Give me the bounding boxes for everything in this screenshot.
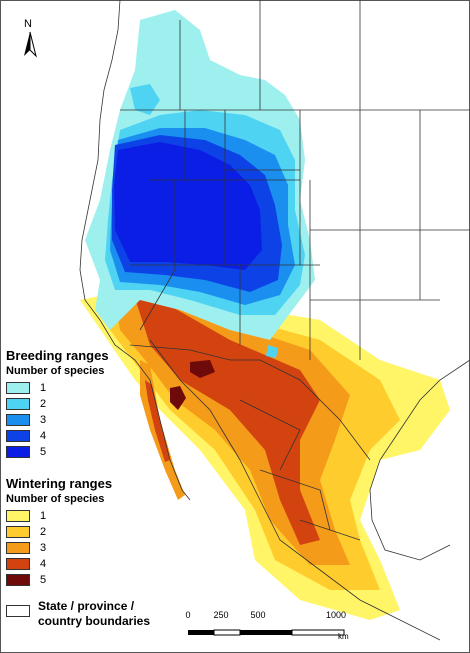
wintering-legend-item: 3 — [6, 540, 112, 556]
boundaries-legend-label: State / province / country boundaries — [38, 599, 150, 629]
swatch-breeding-5 — [6, 446, 30, 458]
wintering-ranges — [80, 290, 450, 620]
wintering-legend: Wintering ranges Number of species 1 2 3… — [6, 476, 112, 588]
scale-unit: km — [338, 632, 349, 641]
north-label: N — [24, 18, 32, 30]
scale-bar-graphic — [188, 629, 345, 636]
label-wintering-3: 3 — [40, 542, 47, 554]
north-arrow-icon — [24, 31, 37, 58]
boundaries-legend: State / province / country boundaries — [6, 599, 150, 629]
scale-tick-250: 250 — [213, 610, 229, 620]
breeding-level-3-spot — [266, 345, 278, 358]
breeding-level-2-nw — [130, 84, 160, 115]
breeding-legend-item: 5 — [6, 444, 109, 460]
swatch-boundaries — [6, 605, 30, 617]
swatch-wintering-2 — [6, 526, 30, 538]
label-breeding-4: 4 — [40, 430, 47, 442]
breeding-legend-item: 4 — [6, 428, 109, 444]
swatch-wintering-4 — [6, 558, 30, 570]
wintering-level-5b — [170, 386, 186, 410]
swatch-wintering-1 — [6, 510, 30, 522]
us-mexico-border — [129, 344, 371, 461]
label-breeding-5: 5 — [40, 446, 47, 458]
swatch-breeding-4 — [6, 430, 30, 442]
wintering-level-5a — [190, 360, 215, 378]
label-wintering-5: 5 — [40, 574, 47, 586]
boundaries-label-line-2: country boundaries — [38, 614, 151, 628]
breeding-legend-item: 2 — [6, 396, 109, 412]
swatch-wintering-5 — [6, 574, 30, 586]
mainland-mexico-coast — [149, 339, 441, 641]
breeding-legend-item: 1 — [6, 380, 109, 396]
label-wintering-2: 2 — [40, 526, 47, 538]
wintering-legend-item: 1 — [6, 508, 112, 524]
label-breeding-3: 3 — [40, 414, 47, 426]
label-wintering-4: 4 — [40, 558, 47, 570]
wintering-baja-inner — [145, 380, 170, 462]
swatch-wintering-3 — [6, 542, 30, 554]
wintering-legend-title: Wintering ranges — [6, 476, 113, 491]
breeding-legend-subtitle: Number of species — [6, 365, 105, 377]
gulf-coast — [369, 359, 470, 561]
boundaries — [79, 0, 470, 641]
wintering-legend-item: 2 — [6, 524, 112, 540]
scale-tick-500: 500 — [250, 610, 266, 620]
wintering-legend-item: 4 — [6, 556, 112, 572]
breeding-legend-item: 3 — [6, 412, 109, 428]
breeding-legend-title: Breeding ranges — [6, 348, 109, 363]
label-breeding-2: 2 — [40, 398, 47, 410]
swatch-breeding-2 — [6, 398, 30, 410]
boundaries-label-line-1: State / province / — [38, 599, 135, 613]
swatch-breeding-3 — [6, 414, 30, 426]
label-wintering-1: 1 — [40, 510, 47, 522]
breeding-legend: Breeding ranges Number of species 1 2 3 … — [6, 348, 109, 460]
wintering-legend-subtitle: Number of species — [6, 493, 105, 505]
breeding-ranges — [85, 10, 315, 358]
scale-tick-1000: 1000 — [325, 610, 347, 620]
west-coast — [79, 0, 191, 501]
label-breeding-1: 1 — [40, 382, 47, 394]
wintering-legend-item: 5 — [6, 572, 112, 588]
wintering-level-4 — [135, 298, 320, 545]
swatch-breeding-1 — [6, 382, 30, 394]
scale-tick-0: 0 — [185, 610, 191, 620]
